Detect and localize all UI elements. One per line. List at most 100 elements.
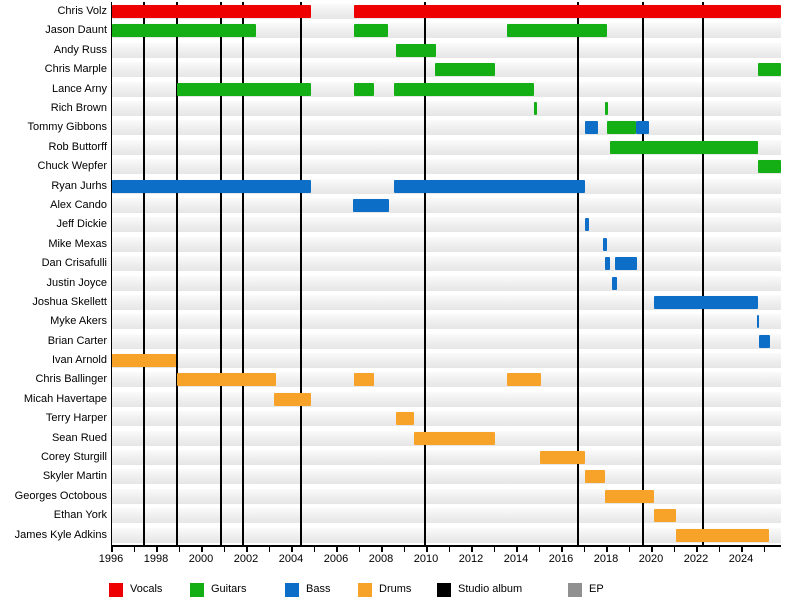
- x-axis-tick: [516, 547, 518, 552]
- timeline-bar-guitars: [757, 160, 782, 174]
- ep-swatch-icon: [568, 583, 582, 597]
- bass-swatch-icon: [285, 583, 299, 597]
- timeline-bar-bass: [756, 315, 759, 329]
- row-track: [112, 450, 781, 466]
- row-track: [112, 256, 781, 272]
- x-axis-tick: [246, 547, 248, 552]
- studio-album-line: [142, 2, 145, 545]
- x-axis-year-label: 1996: [98, 553, 124, 565]
- x-axis-tick: [358, 547, 360, 552]
- row-track: [112, 508, 781, 524]
- legend-label: Bass: [306, 583, 331, 595]
- row-track: [112, 372, 781, 388]
- row-track: [112, 294, 781, 310]
- timeline-bar-drums: [413, 431, 495, 445]
- timeline-bar-drums: [177, 373, 277, 387]
- studio-album-line: [300, 2, 302, 545]
- member-label: Chris Marple: [44, 63, 107, 76]
- member-label: Sean Rued: [51, 431, 107, 444]
- x-axis-tick: [291, 547, 293, 552]
- timeline-bar-drums: [274, 392, 312, 406]
- timeline-bar-drums: [395, 412, 414, 426]
- timeline-bar-drums: [604, 489, 655, 503]
- row-track: [112, 100, 781, 116]
- member-label: Skyler Martin: [42, 470, 107, 483]
- timeline-bar-vocals: [353, 5, 782, 18]
- legend-label: Vocals: [130, 583, 163, 595]
- row-track: [112, 527, 781, 543]
- x-axis-tick: [268, 547, 270, 552]
- studio-album-line: [576, 2, 579, 545]
- timeline-bar-guitars: [506, 24, 607, 38]
- x-axis-year-label: 2020: [638, 553, 664, 565]
- x-axis-tick: [651, 547, 653, 552]
- timeline-bar-guitars: [177, 82, 312, 96]
- timeline-bar-bass: [758, 334, 771, 348]
- member-label: Ryan Jurhs: [51, 179, 107, 192]
- legend-label: Drums: [379, 583, 412, 595]
- studio-album-line: [701, 2, 704, 545]
- row-track: [112, 411, 781, 427]
- row-track: [112, 197, 781, 213]
- row-track: [112, 217, 781, 233]
- timeline-bar-bass: [611, 276, 618, 290]
- x-axis-tick: [223, 547, 225, 552]
- x-axis-tick: [493, 547, 495, 552]
- member-label: Jeff Dickie: [56, 218, 107, 231]
- timeline-bar-bass: [584, 218, 589, 232]
- timeline-bar-bass: [394, 179, 585, 193]
- plot-area: [111, 2, 782, 547]
- row-track: [112, 236, 781, 252]
- member-label: Chris Ballinger: [35, 373, 107, 386]
- timeline-bar-bass: [584, 121, 598, 135]
- timeline-bar-guitars: [112, 24, 256, 38]
- x-axis-year-label: 2010: [413, 553, 439, 565]
- timeline-bar-bass: [636, 121, 649, 135]
- member-label: Micah Havertape: [23, 392, 107, 405]
- timeline-bar-bass: [602, 237, 607, 251]
- member-label: Corey Sturgill: [40, 451, 107, 464]
- x-axis-tick: [201, 547, 203, 552]
- timeline-bar-drums: [506, 373, 541, 387]
- x-axis-tick: [583, 547, 585, 552]
- timeline-bar-bass: [614, 257, 638, 271]
- timeline-bar-bass: [112, 179, 312, 193]
- x-axis-tick: [156, 547, 158, 552]
- member-label: Alex Cando: [50, 198, 107, 211]
- x-axis-year-label: 2006: [323, 553, 349, 565]
- guitars-swatch-icon: [190, 583, 204, 597]
- legend-label: EP: [589, 583, 604, 595]
- row-track: [112, 159, 781, 175]
- member-label: Myke Akers: [50, 315, 107, 328]
- row-track: [112, 42, 781, 58]
- x-axis-year-label: 2000: [188, 553, 214, 565]
- member-label: Joshua Skellett: [32, 295, 107, 308]
- x-axis-year-label: 2002: [233, 553, 259, 565]
- timeline-bar-drums: [654, 509, 676, 523]
- x-axis-tick: [606, 547, 608, 552]
- row-track: [112, 120, 781, 136]
- member-label: Lance Arny: [51, 82, 107, 95]
- x-axis-tick: [673, 547, 675, 552]
- member-label: Justin Joyce: [46, 276, 107, 289]
- legend: Vocals Guitars Bass Drums Studio album EP: [0, 582, 800, 602]
- member-label: Ivan Arnold: [51, 354, 107, 367]
- x-axis-year-label: 2024: [728, 553, 754, 565]
- x-axis-tick: [111, 547, 113, 552]
- member-label: Terry Harper: [45, 412, 107, 425]
- x-axis: 1996 1998 2000 2002 2004 2006 2008 2010 2012 2014…: [0, 545, 800, 571]
- row-track: [112, 353, 781, 369]
- member-label: Tommy Gibbons: [27, 121, 107, 134]
- x-axis-year-label: 2014: [503, 553, 529, 565]
- studio-album-line: [241, 2, 244, 545]
- row-track: [112, 333, 781, 349]
- row-track: [112, 391, 781, 407]
- studio-album-line: [642, 2, 644, 545]
- x-axis-tick: [763, 547, 765, 552]
- timeline-bar-guitars: [353, 82, 375, 96]
- timeline-bar-guitars: [533, 101, 538, 115]
- timeline-bar-vocals: [112, 5, 312, 18]
- studio-album-line: [176, 2, 179, 545]
- x-axis-tick: [696, 547, 698, 552]
- x-axis-tick: [403, 547, 405, 552]
